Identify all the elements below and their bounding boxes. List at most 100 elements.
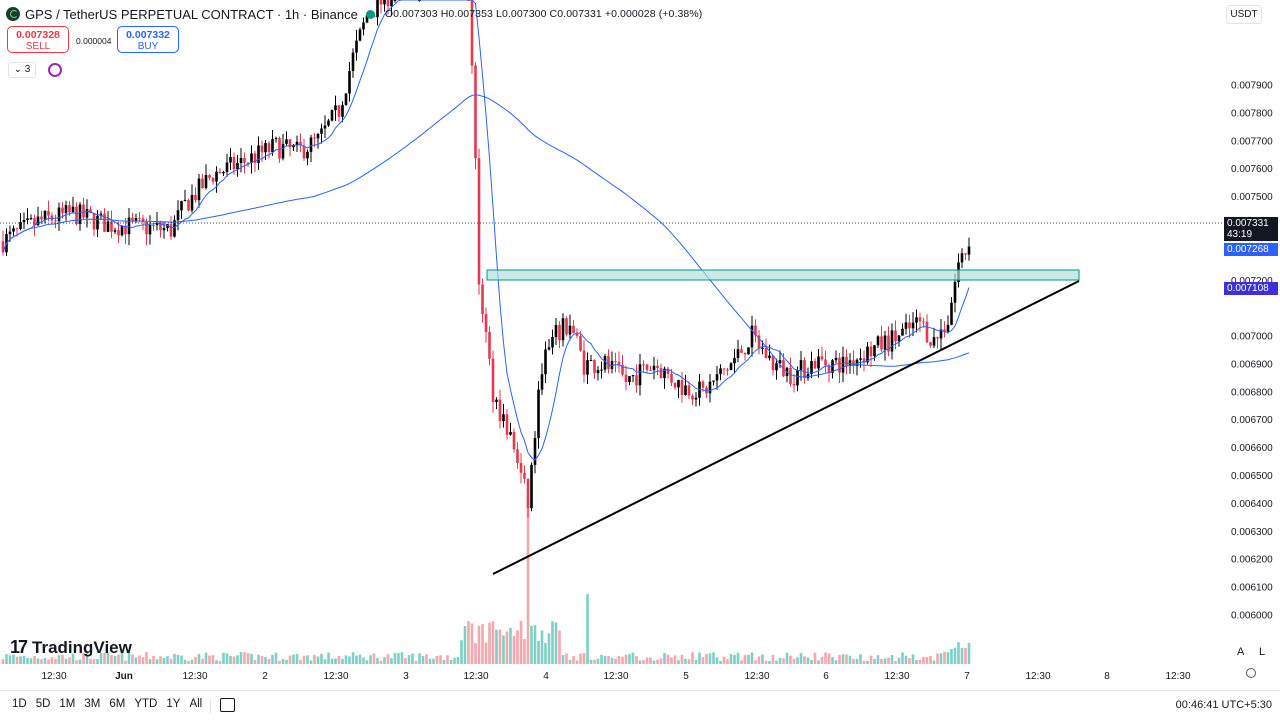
candle-body [285,139,288,144]
time-tick: 12:30 [323,671,348,682]
sell-button[interactable]: 0.007328 SELL [7,26,69,53]
range-3m[interactable]: 3M [84,698,101,710]
volume-bar [502,635,505,664]
log-scale-button[interactable]: L [1259,646,1266,658]
volume-bar [246,653,250,664]
last-price-label: 0.007331 43:19 [1224,217,1278,241]
volume-bar [866,660,869,664]
time-tick: 2 [262,671,268,682]
volume-bar [740,660,743,664]
candle-body [190,194,194,211]
chart-header: GPS / TetherUS PERPETUAL CONTRACT · 1h ·… [6,5,702,23]
settings-gear-icon[interactable] [1246,668,1256,678]
volume-bar [337,655,341,664]
moving-average-fast [2,0,970,461]
volume-bar [138,655,141,664]
volume-bar [859,654,862,664]
candle-body [596,370,600,374]
volume-bar [1,659,5,664]
indicators-toggle[interactable]: ⌄ 3 [8,62,36,78]
volume-bar [533,625,537,664]
candle-body [85,209,89,218]
volume-bar [813,652,817,664]
range-ytd[interactable]: YTD [134,698,158,710]
volume-bar [589,659,593,664]
candle-body [929,342,932,346]
volume-bar [278,660,281,664]
candle-body [8,231,12,235]
candle-body [558,324,561,341]
volume-bar [8,655,12,664]
time-tick: 12:30 [1165,671,1190,682]
symbol-title[interactable]: GPS / TetherUS PERPETUAL CONTRACT · 1h ·… [25,6,358,22]
volume-bar [638,660,642,664]
candle-body [390,0,393,7]
candle-body [113,230,117,232]
volume-bar [15,656,19,664]
range-5d[interactable]: 5D [35,698,51,710]
range-1y[interactable]: 1Y [166,698,181,710]
volume-bar [75,660,78,664]
price-chart[interactable]: 0.007900 0.007800 0.007700 0.007600 0.007500… [0,0,1280,690]
candle-body [600,369,603,371]
volume-bar [799,653,803,664]
candle-body [845,356,848,366]
volume-bar [614,658,617,664]
tradingview-logo[interactable]: 17 TradingView [10,637,132,658]
volume-bar [610,657,614,664]
volume-bar [316,656,320,664]
price-tick: 0.006200 [1231,555,1273,566]
candle-body [656,365,659,369]
market-status-icon [365,9,375,19]
calendar-icon[interactable] [220,698,235,712]
candle-body [155,222,159,226]
volume-bar [68,657,71,664]
last-price-value: 0.007331 [1227,218,1269,229]
buy-button[interactable]: 0.007332 BUY [117,26,179,53]
candle-body [740,349,743,353]
candle-body [327,120,330,126]
range-6m[interactable]: 6M [109,698,126,710]
candle-body [211,177,215,182]
candle-body [351,52,355,72]
auto-scale-button[interactable]: A [1237,646,1245,658]
candle-body [232,156,236,170]
candle-body [365,15,369,23]
volume-bar [113,655,117,664]
volume-bar [631,652,635,664]
candle-body [274,137,278,140]
candle-body [810,361,813,375]
volume-bar [26,657,29,664]
volume-bar [642,660,645,664]
candle-body [820,356,824,360]
range-1m[interactable]: 1M [59,698,76,710]
currency-selector[interactable]: USDT [1226,5,1262,24]
candle-body [201,178,204,189]
candle-body [138,218,141,220]
candle-body [127,217,131,235]
volume-bar [911,654,915,664]
candle-body [722,368,726,370]
candle-body [173,220,176,237]
volume-bar [719,660,722,664]
volume-bar [145,652,148,664]
volume-bar [40,659,43,664]
volume-bar [358,654,362,664]
candle-body [15,228,19,230]
volume-bar [428,658,432,664]
candle-body [376,0,379,18]
candle-body [183,199,187,201]
volume-bar [197,654,201,664]
volume-bar [397,653,400,664]
candle-body [677,380,680,388]
timezone-clock[interactable]: 00:46:41 UTC+5:30 [1175,699,1272,711]
volume-bar [516,630,519,664]
volume-bar [82,652,85,664]
moving-average-slow [2,94,970,378]
volume-bar [778,657,782,664]
volume-bar [463,626,467,664]
range-1d[interactable]: 1D [12,698,27,710]
range-all[interactable]: All [189,698,203,710]
refresh-icon[interactable] [48,63,62,77]
candle-body [246,162,250,164]
